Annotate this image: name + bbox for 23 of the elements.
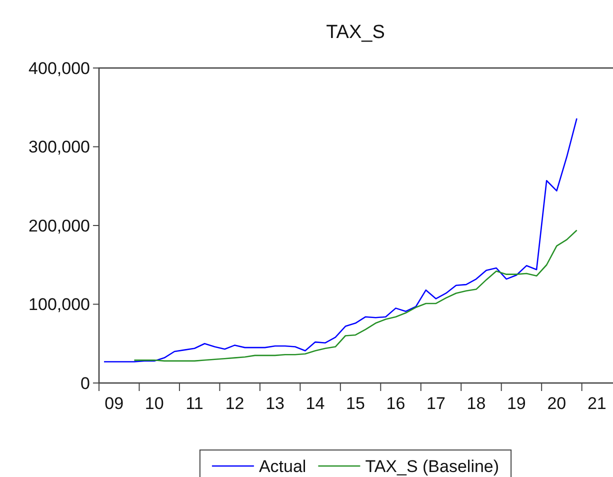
legend-label: TAX_S (Baseline) bbox=[365, 456, 500, 476]
x-tick-label: 09 bbox=[104, 394, 124, 413]
x-tick-label: 15 bbox=[346, 394, 365, 413]
x-tick-label: 13 bbox=[266, 394, 284, 413]
x-tick-label: 20 bbox=[547, 394, 566, 413]
x-tick-label: 21 bbox=[587, 394, 606, 413]
x-tick-label: 14 bbox=[306, 394, 325, 413]
legend-label: Actual bbox=[258, 456, 306, 476]
y-tick-label: 0 bbox=[80, 374, 90, 393]
x-tick-label: 16 bbox=[386, 394, 406, 413]
x-tick-label: 19 bbox=[506, 394, 526, 413]
y-tick-label: 200,000 bbox=[28, 216, 90, 236]
y-tick-label: 100,000 bbox=[28, 295, 90, 314]
y-tick-label: 400,000 bbox=[28, 58, 90, 78]
chart-title: TAX_S bbox=[326, 22, 385, 43]
x-tick-label: 10 bbox=[144, 394, 164, 413]
x-tick-label: 11 bbox=[186, 394, 204, 413]
x-tick-label: 12 bbox=[225, 394, 244, 413]
line-series bbox=[134, 230, 578, 362]
x-tick-label: 18 bbox=[466, 394, 486, 413]
line-series bbox=[103, 118, 578, 362]
x-tick-label: 17 bbox=[426, 394, 446, 413]
y-tick-label: 300,000 bbox=[28, 138, 90, 157]
